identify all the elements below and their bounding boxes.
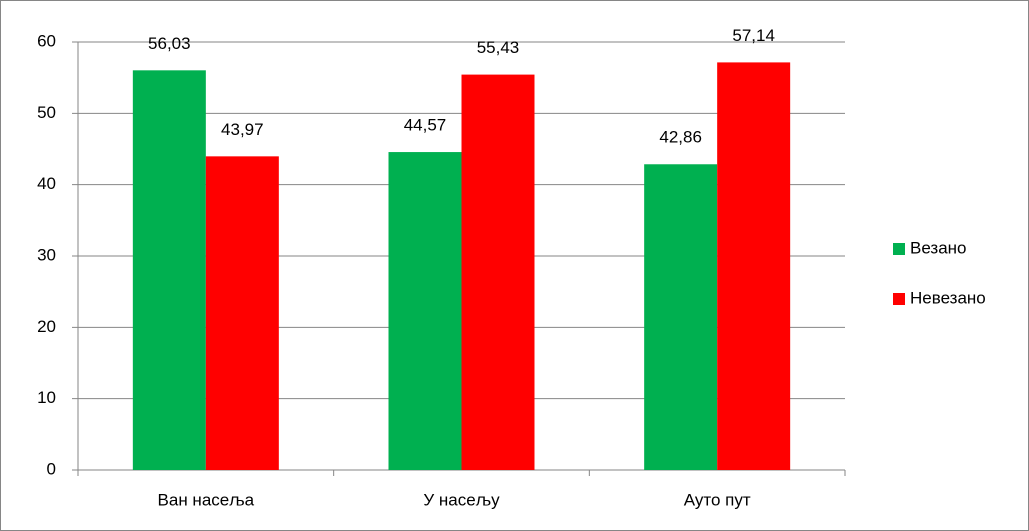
value-label: 42,86 [659,128,702,147]
y-tick-label: 60 [37,31,56,50]
x-tick-label: Ауто пут [684,490,751,509]
value-label: 44,57 [404,116,447,135]
y-tick-label: 30 [37,245,56,264]
value-label: 56,03 [148,34,191,53]
y-tick-label: 0 [47,459,56,478]
bar [717,62,791,470]
bar [388,152,462,471]
y-tick-label: 40 [37,174,56,193]
y-tick-label: 10 [37,388,56,407]
y-tick-label: 50 [37,103,56,122]
legend-swatch [893,293,905,305]
y-tick-label: 20 [37,317,56,336]
bar [205,156,279,470]
bar [132,70,206,470]
bar [644,164,718,471]
legend-label: Везано [910,238,967,257]
x-tick-label: У насељу [423,490,500,509]
value-label: 55,43 [477,38,520,57]
legend-swatch [893,243,905,255]
value-label: 43,97 [221,120,264,139]
legend-label: Невезано [910,288,986,307]
value-label: 57,14 [732,26,775,45]
bar [461,74,535,470]
x-tick-label: Ван насеља [158,490,255,509]
